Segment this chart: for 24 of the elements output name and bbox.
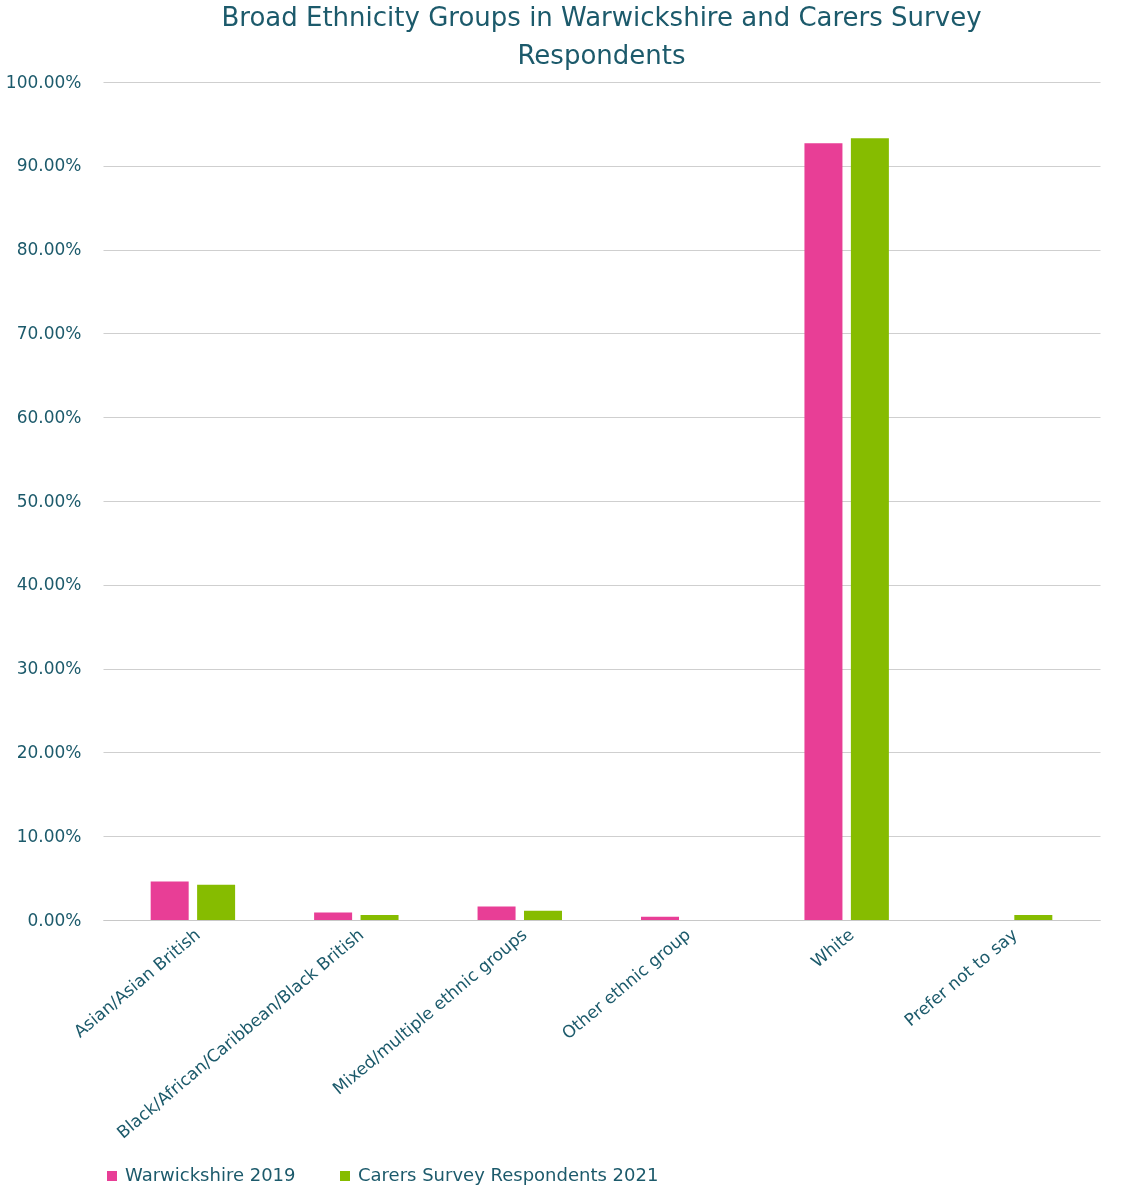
bar: [197, 884, 236, 920]
y-tick-label: 20.00%: [16, 741, 82, 762]
legend-label: Carers Survey Respondents 2021: [358, 1164, 659, 1185]
y-tick-label: 100.00%: [5, 71, 82, 92]
bar: [804, 143, 843, 920]
y-tick-label: 60.00%: [16, 406, 82, 427]
bar: [314, 912, 353, 920]
y-tick-label: 70.00%: [16, 322, 82, 343]
y-tick-label: 10.00%: [16, 825, 82, 846]
bar: [850, 138, 889, 920]
bar: [523, 910, 562, 920]
bar: [150, 881, 189, 920]
y-tick-label: 90.00%: [16, 155, 82, 176]
y-tick-label: 40.00%: [16, 574, 82, 595]
bar: [360, 914, 399, 920]
chart-title: Broad Ethnicity Groups in Warwickshire and Carers Survey Respondents: [221, 2, 982, 70]
bar: [477, 906, 516, 920]
y-tick-label: 0.00%: [27, 909, 82, 930]
y-tick-label: 30.00%: [16, 658, 82, 679]
bar: [1014, 914, 1053, 920]
bar: [641, 916, 680, 920]
legend-label: Warwickshire 2019: [125, 1164, 296, 1185]
y-tick-label: 50.00%: [16, 490, 82, 511]
y-tick-label: 80.00%: [16, 239, 82, 260]
